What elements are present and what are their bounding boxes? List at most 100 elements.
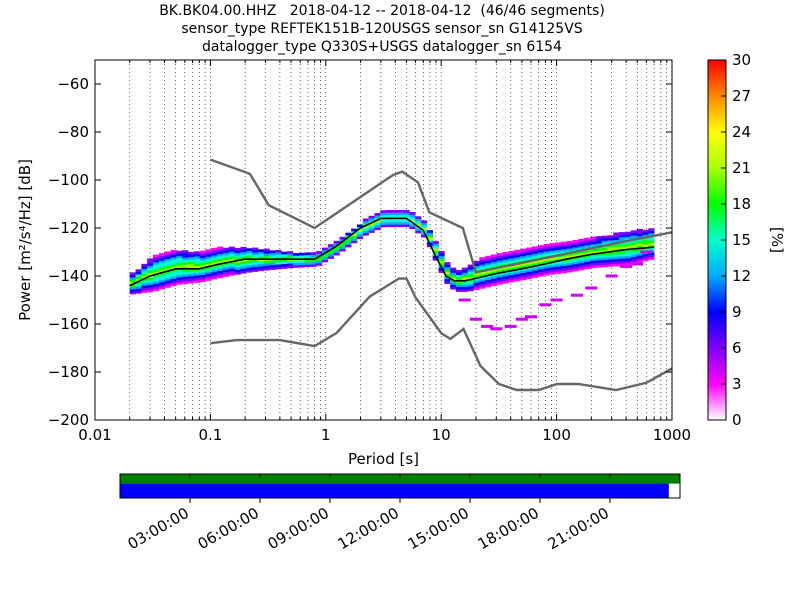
pdf-cell <box>415 218 422 222</box>
pdf-cell <box>211 276 218 280</box>
pdf-cell <box>199 250 206 254</box>
pdf-cell <box>525 264 533 268</box>
pdf-cell <box>461 270 468 273</box>
pdf-cell <box>607 235 614 238</box>
pdf-cell <box>502 280 509 284</box>
pdf-cell <box>129 291 136 295</box>
pdf-cell <box>479 283 486 287</box>
pdf-cell <box>438 258 445 261</box>
pdf-cell <box>211 247 218 251</box>
pdf-cell <box>619 246 626 250</box>
pdf-cell <box>391 214 399 218</box>
pdf-cell <box>578 267 585 271</box>
pdf-cell <box>158 286 165 290</box>
pdf-cell <box>642 239 649 243</box>
pdf-cell <box>252 252 259 256</box>
pdf-cell <box>153 261 160 265</box>
pdf-cell <box>479 271 486 275</box>
pdf-cell <box>310 264 317 267</box>
pdf-cell <box>141 290 148 293</box>
pdf-cell <box>269 250 276 254</box>
pdf-cell <box>613 258 620 262</box>
pdf-cell <box>415 221 422 224</box>
pdf-cell <box>246 250 253 254</box>
pdf-cell <box>182 281 189 285</box>
pdf-outlier-cell <box>640 250 653 254</box>
pdf-cell <box>374 222 381 226</box>
pdf-cell <box>467 266 474 270</box>
pdf-cell <box>630 251 637 255</box>
pdf-outlier-cell <box>585 286 598 290</box>
pdf-cell <box>147 265 154 269</box>
pdf-cell <box>386 219 393 223</box>
pdf-cell <box>543 258 550 262</box>
pdf-cell <box>316 258 323 261</box>
pdf-cell <box>613 239 620 243</box>
pdf-cell <box>211 267 218 270</box>
pdf-cell <box>292 253 300 256</box>
pdf-cell <box>409 224 416 227</box>
pdf-cell <box>182 259 189 263</box>
pdf-cell <box>211 264 218 268</box>
pdf-cell <box>362 230 369 234</box>
pdf-cell <box>141 285 148 289</box>
pdf-cell <box>590 258 597 261</box>
pdf-cell <box>339 241 346 245</box>
pdf-cell <box>624 255 632 259</box>
timeline-tick-label: 15:00:00 <box>405 504 472 553</box>
pdf-cell <box>648 230 655 234</box>
y-tick-label: −200 <box>48 411 89 429</box>
pdf-cell <box>298 264 305 268</box>
pdf-cell <box>479 264 486 268</box>
pdf-cell <box>479 278 486 282</box>
pdf-cell <box>496 260 503 263</box>
pdf-cell <box>333 243 340 246</box>
pdf-cell <box>269 260 276 263</box>
pdf-cell <box>322 254 329 258</box>
pdf-cell <box>584 252 591 255</box>
pdf-cell <box>287 253 294 257</box>
pdf-cell <box>228 256 235 259</box>
y-tick-label: −100 <box>48 171 89 189</box>
pdf-cell <box>531 267 538 271</box>
pdf-cell <box>281 251 288 255</box>
pdf-cell <box>182 271 189 275</box>
pdf-cell <box>275 259 282 263</box>
pdf-cell <box>391 222 399 225</box>
pdf-cell <box>560 268 568 271</box>
pdf-cell <box>182 252 189 256</box>
pdf-cell <box>485 272 492 276</box>
pdf-cell <box>560 263 568 267</box>
pdf-cell <box>543 268 550 271</box>
pdf-cell <box>164 280 171 283</box>
pdf-cell <box>356 236 364 240</box>
pdf-cell <box>362 225 369 229</box>
pdf-cell <box>549 271 556 275</box>
colorbar-tick-label: 9 <box>732 303 742 321</box>
pdf-cell <box>281 266 288 269</box>
pdf-cell <box>555 271 562 274</box>
pdf-cell <box>153 257 160 260</box>
pdf-cell <box>490 264 498 267</box>
pdf-cell <box>537 245 544 248</box>
pdf-cell <box>490 268 498 272</box>
pdf-cell <box>269 264 276 268</box>
pdf-cell <box>461 267 468 271</box>
pdf-cell <box>456 277 463 280</box>
pdf-cell <box>648 254 655 258</box>
pdf-cell <box>531 263 538 266</box>
pdf-cell <box>234 255 241 258</box>
pdf-cell <box>473 287 480 291</box>
pdf-cell <box>322 247 329 251</box>
pdf-cell <box>613 234 620 238</box>
pdf-cell <box>281 254 288 257</box>
pdf-cell <box>525 269 533 272</box>
pdf-cell <box>537 259 544 263</box>
pdf-cell <box>188 278 195 282</box>
pdf-cell <box>444 269 451 273</box>
pdf-cell <box>648 237 655 241</box>
pdf-cell <box>432 257 439 261</box>
pdf-cell <box>217 275 224 279</box>
pdf-cell <box>147 284 154 288</box>
